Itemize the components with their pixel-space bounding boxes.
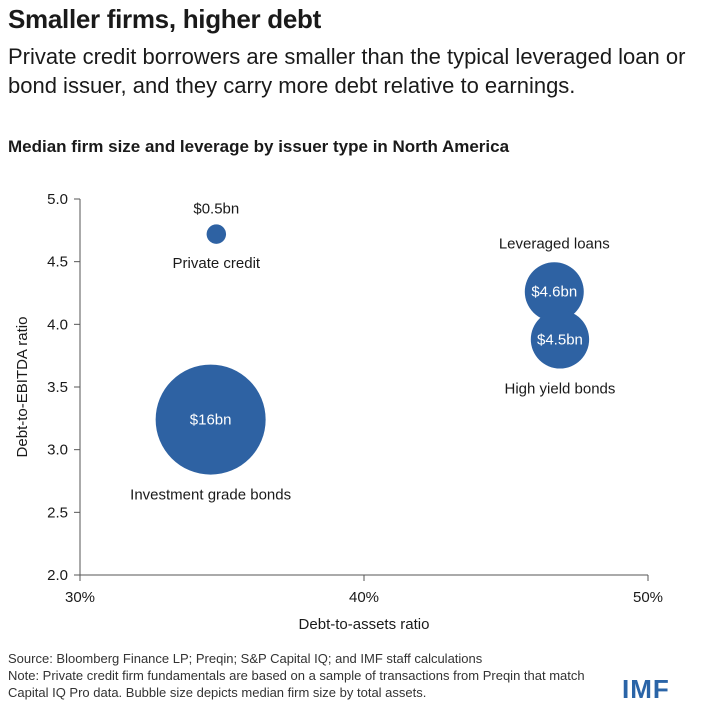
bubble-high-yield-bonds [530, 310, 590, 369]
bubble-name-label: Leveraged loans [499, 235, 610, 252]
x-tick-label: 40% [349, 589, 379, 606]
bubble-name-label: Private credit [173, 255, 261, 272]
bubble-size-label: $4.5bn [537, 331, 583, 348]
x-tick-label: 30% [65, 589, 95, 606]
bubble-size-label: $0.5bn [193, 200, 239, 217]
y-tick-label: 2.0 [47, 567, 68, 584]
bubble-investment-grade-bonds [155, 364, 266, 475]
footnotes: Source: Bloomberg Finance LP; Preqin; S&… [8, 650, 608, 701]
bubble-name-label: Investment grade bonds [130, 487, 291, 504]
y-tick-label: 3.0 [47, 442, 68, 459]
x-axis-label: Debt-to-assets ratio [299, 616, 430, 633]
y-tick-label: 5.0 [47, 191, 68, 208]
bubble-size-label: $4.6bn [531, 284, 577, 301]
bubble-chart: 2.0 2.5 3.0 3.5 4.0 4.5 5.0 30% 40% 50% Debt-to-as… [14, 191, 663, 633]
y-axis-label: Debt-to-EBITDA ratio [14, 317, 31, 458]
chart-title: Median firm size and leverage by issuer … [8, 137, 510, 156]
x-tick-label: 50% [633, 589, 663, 606]
y-tick-label: 4.5 [47, 254, 68, 271]
bubble-name-label: High yield bonds [505, 381, 616, 398]
y-tick-label: 3.5 [47, 379, 68, 396]
bubble-size-label: $16bn [190, 412, 232, 429]
methodology-note: Note: Private credit firm fundamentals a… [8, 668, 585, 700]
y-tick-label: 4.0 [47, 316, 68, 333]
imf-logo: IMF [622, 674, 670, 704]
page-subtitle: Private credit borrowers are smaller tha… [8, 44, 686, 98]
bubble-private-credit [206, 224, 227, 244]
bubble-leveraged-loans [524, 262, 584, 322]
y-tick-label: 2.5 [47, 504, 68, 521]
page-title: Smaller firms, higher debt [8, 4, 321, 34]
source-note: Source: Bloomberg Finance LP; Preqin; S&… [8, 651, 483, 666]
